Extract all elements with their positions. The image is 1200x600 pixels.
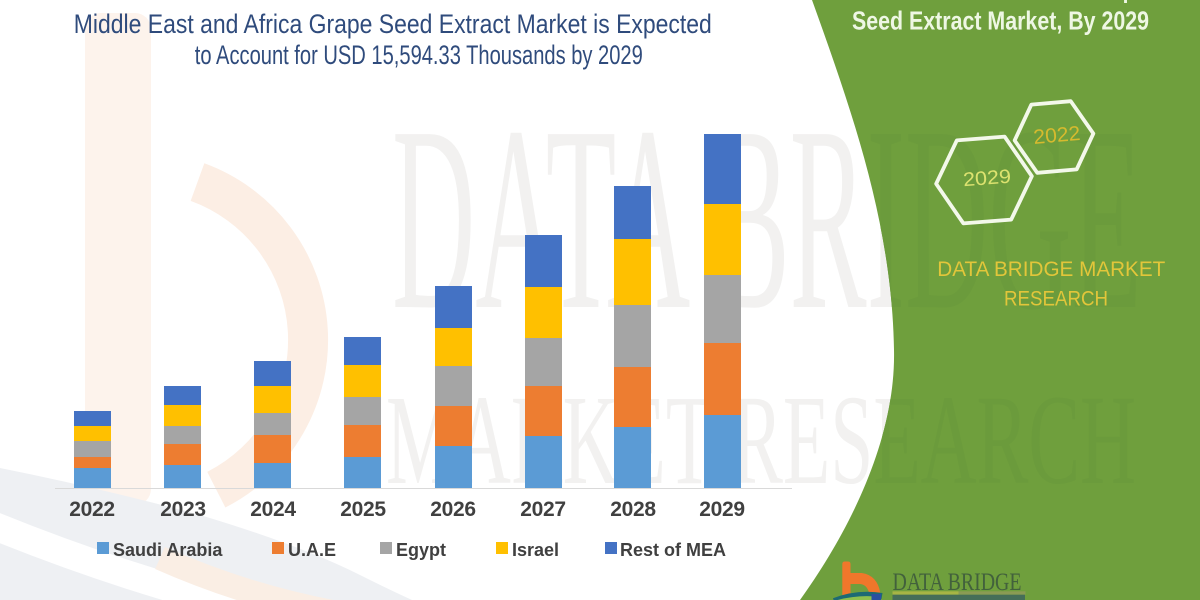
svg-text:RESEARCH: RESEARCH	[1004, 286, 1108, 310]
svg-text:Middle East and Africa Grape S: Middle East and Africa Grape Seed Extrac…	[74, 9, 712, 39]
svg-text:Middle East and Africa Grape: Middle East and Africa Grape	[857, 0, 1147, 4]
svg-text:to Account for USD 15,594.33 T: to Account for USD 15,594.33 Thousands b…	[195, 40, 643, 70]
svg-text:Seed Extract Market, By 2029: Seed Extract Market, By 2029	[852, 5, 1149, 35]
svg-text:DATA BRIDGE MARKET: DATA BRIDGE MARKET	[937, 257, 1165, 281]
svg-text:2029: 2029	[962, 166, 1012, 192]
svg-text:2022: 2022	[1032, 122, 1081, 149]
